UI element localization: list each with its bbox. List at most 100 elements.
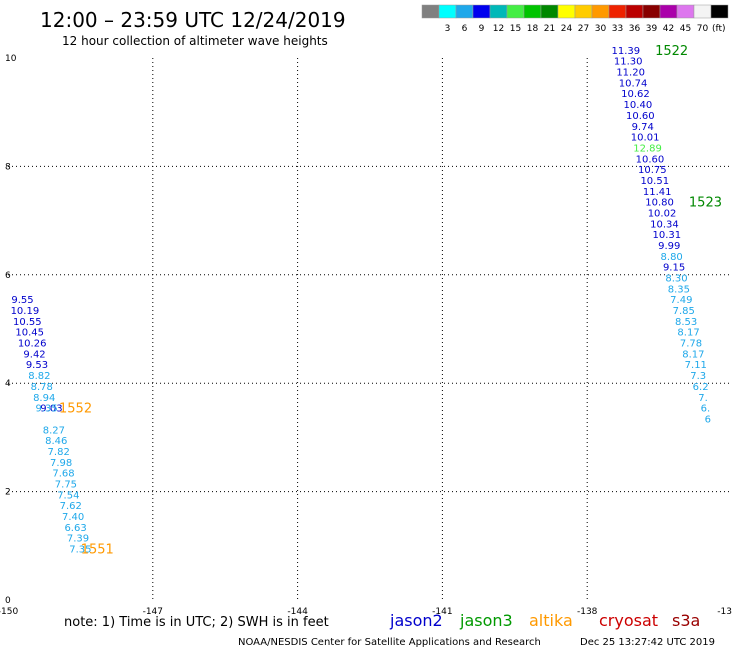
color-legend: 3 6 9 12 15 18 21 24 27 30 33 36 39 42 45 70 (ft): [421, 4, 729, 34]
wave-height-point: 7.68: [52, 469, 74, 480]
wave-height-point: 9.74: [632, 122, 654, 133]
wave-height-point: 8.30: [665, 274, 687, 285]
legend-label: 12: [493, 24, 504, 34]
wave-height-point: 11.41: [643, 187, 672, 198]
y-tick-label: 0: [5, 596, 11, 606]
wave-height-point: 8.82: [28, 371, 50, 382]
wave-height-point: 11.39: [611, 46, 640, 57]
note-text: note: 1) Time is in UTC; 2) SWH is in fe…: [64, 615, 329, 630]
satellite-legend: jason2 jason3 altika cryosat s3a: [389, 611, 700, 630]
wave-height-point: 10.60: [636, 154, 665, 165]
legend-swatch: [710, 4, 729, 19]
plot-axes: -150 -147 -144 -141 -138 -13 0 2 4 6 8 10: [0, 54, 732, 617]
x-tick-label: -138: [577, 607, 598, 617]
wave-height-point: 10.60: [626, 111, 655, 122]
legend-swatch: [608, 4, 627, 19]
plot-grid: [8, 58, 732, 600]
legend-swatch: [625, 4, 644, 19]
wave-height-point: 8.94: [33, 393, 55, 404]
satellite-name: s3a: [672, 611, 700, 630]
wave-height-point: 9.15: [663, 263, 685, 274]
footer-credit: NOAA/NESDIS Center for Satellite Applica…: [238, 637, 541, 648]
time-annotation: 1551: [81, 543, 114, 558]
legend-swatch: [591, 4, 610, 19]
legend-label: 39: [646, 24, 658, 34]
wave-height-point: 9.42: [23, 349, 45, 360]
x-tick-label: -150: [0, 607, 18, 617]
y-tick-label: 8: [5, 162, 11, 172]
legend-swatch: [506, 4, 525, 19]
legend-label: 18: [527, 24, 539, 34]
wave-height-point: 7.3: [690, 371, 706, 382]
wave-height-point: 9.99: [658, 241, 680, 252]
y-tick-label: 10: [5, 54, 17, 64]
legend-swatch: [540, 4, 559, 19]
x-tick-label: -144: [287, 607, 308, 617]
legend-label: 36: [629, 24, 641, 34]
legend-swatch: [438, 4, 457, 19]
wave-height-point: 8.27: [43, 425, 65, 436]
wave-height-point: 8.80: [661, 252, 683, 263]
wave-height-point: 7.75: [55, 479, 77, 490]
x-tick-label: -141: [432, 607, 452, 617]
wave-height-point: 8.46: [45, 436, 67, 447]
y-tick-label: 6: [5, 271, 11, 281]
wave-height-point: 7.62: [60, 501, 82, 512]
wave-height-point: 10.55: [13, 317, 42, 328]
wave-height-point: 10.45: [15, 328, 44, 339]
legend-label: 15: [510, 24, 521, 34]
legend-label: 27: [578, 24, 589, 34]
wave-height-point: 8.35: [668, 284, 690, 295]
wave-height-point: 10.31: [653, 230, 682, 241]
wave-height-point: 7.98: [50, 458, 72, 469]
time-annotation: 1552: [59, 402, 92, 417]
legend-swatch: [693, 4, 712, 19]
legend-label: 30: [595, 24, 607, 34]
wave-height-point: 8.17: [677, 328, 699, 339]
y-tick-label: 4: [5, 379, 11, 389]
legend-swatch: [523, 4, 542, 19]
wave-height-point: 7.39: [67, 534, 89, 545]
legend-label: 21: [544, 24, 555, 34]
time-annotation: 1523: [689, 196, 722, 211]
wave-height-point: 10.62: [621, 89, 650, 100]
legend-label: 3: [445, 24, 451, 34]
wave-height-point: 10.01: [631, 133, 660, 144]
wave-height-point: 7.54: [57, 490, 79, 501]
wave-height-point: 10.74: [619, 78, 648, 89]
wave-height-point: 8.53: [675, 317, 697, 328]
wave-height-point: 11.30: [614, 57, 643, 68]
wave-height-point: 7.40: [62, 512, 84, 523]
legend-swatch: [659, 4, 678, 19]
satellite-name: cryosat: [599, 611, 658, 630]
wave-height-point: 7.78: [680, 339, 702, 350]
wave-height-point: 11.20: [616, 68, 645, 79]
wave-height-point: 9.53: [26, 360, 48, 371]
legend-label: 24: [561, 24, 573, 34]
legend-swatch: [421, 4, 440, 19]
wave-height-point: 10.26: [18, 339, 47, 350]
legend-label: 45: [680, 24, 691, 34]
chart-title: 12:00 – 23:59 UTC 12/24/2019: [40, 8, 346, 32]
wave-height-point: 8.17: [682, 349, 704, 360]
wave-height-point: 6.2: [693, 382, 709, 393]
wave-height-point: 10.40: [624, 100, 653, 111]
wave-height-point: 6.: [701, 404, 711, 415]
legend-swatch: [557, 4, 576, 19]
wave-height-point: 10.19: [11, 306, 40, 317]
legend-swatch: [676, 4, 695, 19]
legend-label: 33: [612, 24, 623, 34]
wave-height-point: 10.75: [638, 165, 667, 176]
legend-label: 9: [479, 24, 485, 34]
wave-height-point: 10.51: [640, 176, 669, 187]
satellite-name: jason2: [389, 611, 443, 630]
chart-subtitle: 12 hour collection of altimeter wave hei…: [62, 34, 328, 48]
legend-swatch: [455, 4, 474, 19]
legend-label: 6: [462, 24, 468, 34]
wave-height-point: 7.49: [670, 295, 692, 306]
wave-height-point: 9.03: [40, 404, 62, 415]
wave-height-point: 10.02: [648, 208, 677, 219]
time-annotations: 1522 1523 1552 1551: [59, 44, 722, 558]
legend-swatch: [489, 4, 508, 19]
wave-height-point: 7.: [698, 393, 708, 404]
